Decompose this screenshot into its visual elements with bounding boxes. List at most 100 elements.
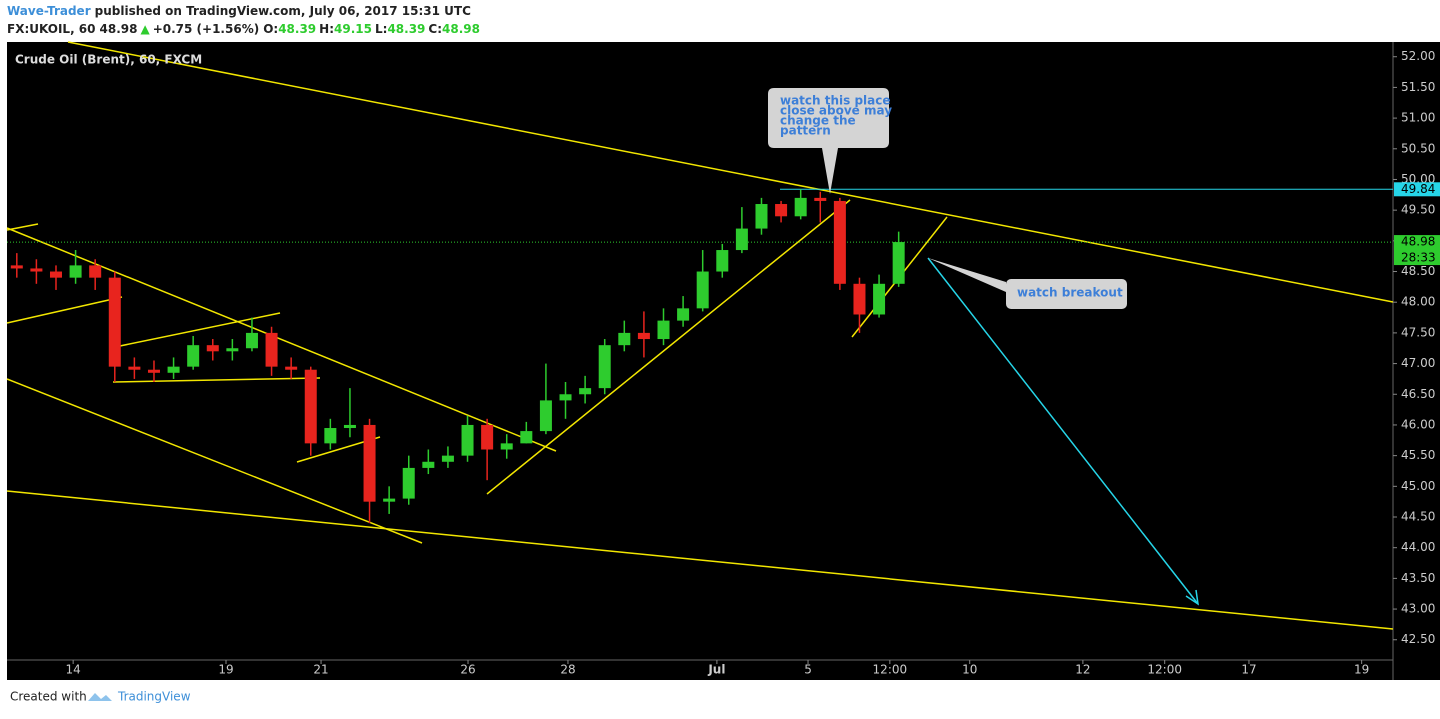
- published: published on TradingView.com, July 06, 2…: [95, 4, 471, 18]
- change: +0.75 (+1.56%): [153, 22, 260, 36]
- x-tick-label: 14: [65, 663, 80, 677]
- callout-box: [768, 88, 889, 194]
- x-tick-label: 12:00: [873, 663, 908, 677]
- candle-body: [579, 388, 592, 395]
- candle-body: [441, 455, 454, 462]
- arrow-line: [927, 257, 1199, 605]
- candle-body: [343, 424, 356, 429]
- y-tick-label: 47.00: [1401, 356, 1435, 370]
- candle-body: [677, 308, 690, 321]
- x-tick-label: 5: [804, 663, 812, 677]
- price-axis: [1393, 42, 1440, 680]
- candle-body: [598, 345, 611, 389]
- time-axis: [7, 660, 1393, 680]
- candle-body: [402, 467, 415, 499]
- y-tick-label: 48.00: [1401, 295, 1435, 309]
- y-tick-label: 50.50: [1401, 141, 1435, 155]
- footer-created: Created with: [10, 690, 87, 704]
- trend-line: [6, 490, 1394, 630]
- candle-body: [775, 204, 788, 217]
- y-tick-label: 46.50: [1401, 387, 1435, 401]
- symbol: FX:UKOIL, 60: [7, 22, 96, 36]
- symbol-line: FX:UKOIL, 60 48.98 ▲ +0.75 (+1.56%) O:48.39 H…: [7, 22, 480, 36]
- candle-body: [637, 332, 650, 340]
- last-price-tag: [1394, 235, 1440, 266]
- y-tick-label: 48.50: [1401, 264, 1435, 278]
- x-tick-label: Jul: [707, 663, 725, 677]
- o: 48.39: [278, 22, 316, 36]
- callout-text: close above may: [780, 104, 892, 118]
- candle-body: [520, 431, 533, 444]
- candle-body: [206, 345, 219, 352]
- x-tick-label: 26: [460, 663, 475, 677]
- x-tick-label: 21: [313, 663, 328, 677]
- x-tick-label: 19: [1354, 663, 1369, 677]
- trend-line: [486, 199, 851, 495]
- candle-body: [89, 265, 102, 278]
- l-label: L:: [375, 22, 387, 36]
- candle-body: [657, 320, 670, 340]
- y-tick-label: 43.00: [1401, 602, 1435, 616]
- trend-line: [6, 378, 423, 544]
- candle-body: [814, 197, 827, 201]
- x-tick-label: 10: [962, 663, 977, 677]
- candle-body: [539, 400, 552, 432]
- y-tick-label: 45.50: [1401, 448, 1435, 462]
- x-tick-label: 12: [1075, 663, 1090, 677]
- y-tick-label: 45.00: [1401, 479, 1435, 493]
- price-line-label: 49.84: [1401, 182, 1435, 196]
- y-tick-label: 46.00: [1401, 417, 1435, 431]
- candle-body: [187, 345, 200, 367]
- trend-line: [112, 377, 321, 383]
- callout-text: change the: [780, 114, 856, 128]
- candle-body: [69, 265, 82, 278]
- candle-body: [853, 283, 866, 315]
- header-line: Wave-Trader published on TradingView.com,…: [7, 4, 471, 18]
- candle-body: [226, 348, 239, 352]
- author[interactable]: Wave-Trader: [7, 4, 91, 18]
- y-tick-label: 44.00: [1401, 540, 1435, 554]
- candle-body: [422, 461, 435, 468]
- callout-text: pattern: [780, 124, 831, 138]
- price-line-tag: [1394, 182, 1440, 197]
- callouts: [768, 88, 1127, 309]
- x-tick-label: 28: [560, 663, 575, 677]
- legend-title: Crude Oil (Brent), 60, FXCM: [15, 53, 202, 67]
- trend-line: [6, 223, 39, 231]
- candle-body: [892, 242, 905, 284]
- candle-body: [716, 250, 729, 272]
- candle-body: [285, 366, 298, 370]
- candle-body: [30, 268, 43, 272]
- o-label: O:: [263, 22, 278, 36]
- candle-body: [461, 424, 474, 456]
- countdown: 28:33: [1401, 251, 1436, 265]
- trend-line: [6, 227, 557, 452]
- arrow-head: [1185, 589, 1199, 606]
- drawings: [6, 41, 1394, 630]
- candle-body: [481, 424, 494, 450]
- trend-line: [67, 41, 1394, 303]
- footer-brand[interactable]: TradingView: [117, 690, 191, 704]
- y-tick-label: 51.50: [1401, 80, 1435, 94]
- y-tick-label: 51.00: [1401, 111, 1435, 125]
- arrow: ▲: [140, 22, 150, 36]
- y-tick-label: 47.50: [1401, 325, 1435, 339]
- candle-body: [618, 332, 631, 346]
- last-price-label: 48.98: [1401, 235, 1435, 249]
- candle-body: [735, 228, 748, 251]
- candle-body: [10, 265, 23, 269]
- candle-body: [147, 369, 160, 373]
- last: 48.98: [100, 22, 138, 36]
- candle-body: [324, 428, 337, 444]
- candle-body: [245, 332, 258, 349]
- callout-text: watch this place: [780, 94, 891, 108]
- h: 49.15: [334, 22, 372, 36]
- candle-body: [500, 443, 513, 450]
- candle-body: [833, 200, 846, 284]
- candle-body: [49, 271, 62, 278]
- candle-body: [696, 271, 709, 309]
- l: 48.39: [387, 22, 425, 36]
- c: 48.98: [442, 22, 480, 36]
- x-tick-label: 19: [218, 663, 233, 677]
